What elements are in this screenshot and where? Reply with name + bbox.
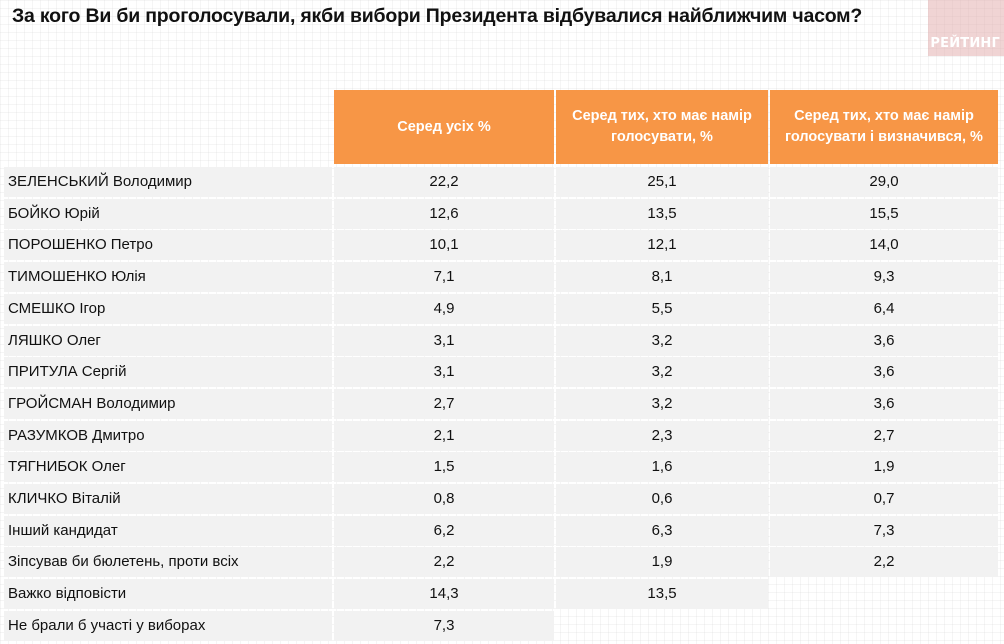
value-cell-intend: 8,1 — [556, 262, 768, 293]
rating-logo: РЕЙТИНГ — [928, 0, 1004, 56]
value-cell-all: 0,8 — [334, 484, 554, 514]
value-cell-all: 1,5 — [334, 452, 554, 483]
row-label: ЛЯШКО Олег — [4, 325, 332, 356]
value-cell-decided: 0,7 — [770, 484, 998, 514]
value-cell-decided: 2,7 — [770, 420, 998, 451]
value-cell-all: 7,3 — [334, 610, 554, 641]
value-cell-intend: 1,6 — [556, 452, 768, 483]
value-cell-all: 10,1 — [334, 230, 554, 261]
value-cell-intend — [556, 611, 768, 641]
row-label: ПРИТУЛА Сергій — [4, 357, 332, 388]
value-cell-intend: 25,1 — [556, 167, 768, 197]
value-cell-all: 2,1 — [334, 420, 554, 451]
row-label: Зіпсував би бюлетень, проти всіх — [4, 547, 332, 578]
value-cell-decided: 7,3 — [770, 515, 998, 546]
value-cell-all: 7,1 — [334, 262, 554, 293]
header-among-intending: Серед тих, хто має намір голосувати, % — [556, 90, 768, 164]
rating-logo-text: РЕЙТИНГ — [930, 36, 1000, 51]
value-cell-all: 2,2 — [334, 547, 554, 578]
value-cell-intend: 1,9 — [556, 547, 768, 578]
value-cell-intend: 13,5 — [556, 198, 768, 229]
value-cell-all: 6,2 — [334, 515, 554, 546]
row-label: ГРОЙСМАН Володимир — [4, 388, 332, 419]
value-cell-all: 22,2 — [334, 167, 554, 197]
row-label: СМЕШКО Ігор — [4, 293, 332, 324]
row-label: ЗЕЛЕНСЬКИЙ Володимир — [4, 167, 332, 197]
value-cell-decided: 15,5 — [770, 198, 998, 229]
value-cell-all: 14,3 — [334, 579, 554, 610]
value-cell-decided: 3,6 — [770, 325, 998, 356]
value-cell-decided: 6,4 — [770, 293, 998, 324]
value-cell-all: 12,6 — [334, 198, 554, 229]
value-cell-decided: 2,2 — [770, 547, 998, 578]
value-cell-intend: 3,2 — [556, 325, 768, 356]
row-label: Інший кандидат — [4, 515, 332, 546]
value-cell-intend: 2,3 — [556, 420, 768, 451]
row-label: Важко відповісти — [4, 579, 332, 610]
value-cell-decided: 3,6 — [770, 388, 998, 419]
value-cell-decided — [770, 579, 998, 609]
header-among-intending-decided: Серед тих, хто має намір голосувати і ви… — [770, 90, 998, 164]
value-cell-all: 4,9 — [334, 293, 554, 324]
value-cell-decided: 9,3 — [770, 262, 998, 293]
value-cell-all: 2,7 — [334, 388, 554, 419]
row-label: Не брали б участі у виборах — [4, 610, 332, 641]
value-cell-all: 3,1 — [334, 357, 554, 388]
header-among-all: Серед усіх % — [334, 90, 554, 164]
row-label: ТИМОШЕНКО Юлія — [4, 262, 332, 293]
value-cell-intend: 12,1 — [556, 230, 768, 261]
value-cell-intend: 13,5 — [556, 579, 768, 610]
value-cell-intend: 3,2 — [556, 388, 768, 419]
value-cell-intend: 6,3 — [556, 515, 768, 546]
value-cell-intend: 3,2 — [556, 357, 768, 388]
row-label: ПОРОШЕНКО Петро — [4, 230, 332, 261]
value-cell-decided: 3,6 — [770, 357, 998, 388]
row-label: БОЙКО Юрій — [4, 198, 332, 229]
value-cell-decided: 29,0 — [770, 167, 998, 197]
value-cell-decided — [770, 611, 998, 641]
row-label: КЛИЧКО Віталій — [4, 484, 332, 514]
page-title: За кого Ви би проголосували, якби вибори… — [12, 5, 863, 27]
value-cell-decided: 14,0 — [770, 230, 998, 261]
value-cell-decided: 1,9 — [770, 452, 998, 483]
row-label: ТЯГНИБОК Олег — [4, 452, 332, 483]
value-cell-all: 3,1 — [334, 325, 554, 356]
row-label: РАЗУМКОВ Дмитро — [4, 420, 332, 451]
value-cell-intend: 5,5 — [556, 293, 768, 324]
value-cell-intend: 0,6 — [556, 484, 768, 514]
